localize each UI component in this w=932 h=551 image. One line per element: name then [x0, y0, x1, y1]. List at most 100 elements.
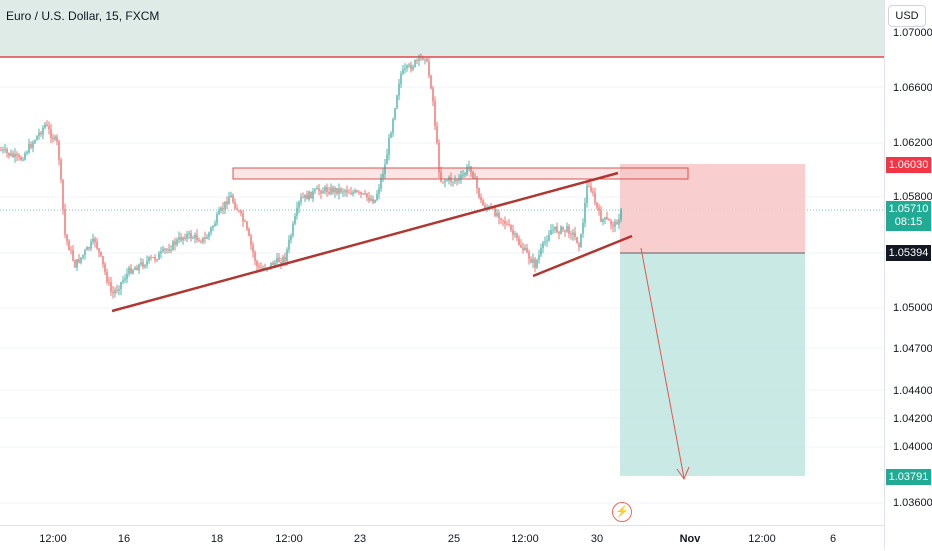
candle-body [464, 173, 466, 175]
candle-body [46, 124, 48, 126]
candle-body [372, 198, 374, 203]
candle-body [400, 73, 402, 84]
candle-body [416, 59, 418, 61]
candle-body [420, 55, 422, 58]
candle-body [576, 236, 578, 244]
candle-body [138, 264, 140, 271]
candle-body [194, 234, 196, 238]
candle-body [74, 260, 76, 268]
candle-body [506, 223, 508, 225]
time-label: 6 [829, 533, 837, 545]
candle-body [564, 230, 566, 232]
candle-body [134, 267, 136, 270]
candle-body [384, 164, 386, 175]
candle-body [234, 202, 236, 209]
candle-body [198, 240, 200, 242]
candle-body [508, 224, 510, 226]
time-label: 12:00 [39, 533, 67, 545]
chart-area[interactable]: Euro / U.S. Dollar, 15, FXCM [0, 0, 884, 525]
candle-body [572, 232, 574, 235]
candle-body [164, 248, 166, 250]
candle-body [204, 237, 206, 239]
ascending-trendline[interactable] [111, 171, 619, 313]
candle-body [556, 226, 558, 233]
time-label: 12:00 [511, 533, 539, 545]
candle-body [326, 187, 328, 193]
candle-body [272, 262, 274, 266]
candle-body [358, 191, 360, 193]
chart-title: Euro / U.S. Dollar, 15, FXCM [6, 9, 160, 23]
time-label: 30 [590, 533, 604, 545]
candle-body [244, 221, 246, 223]
candle-body [550, 230, 552, 235]
candle-body [616, 221, 618, 225]
candle-body [440, 172, 442, 182]
candle-body [114, 290, 116, 294]
candle-body [62, 179, 64, 209]
candle-body [96, 241, 98, 249]
candle-body [174, 241, 176, 245]
candle-body [566, 226, 568, 232]
supply-zone-box[interactable] [232, 167, 689, 180]
price-tick: 1.04000 [893, 441, 932, 453]
candle-body [158, 253, 160, 260]
candle-body [102, 256, 104, 265]
candle-body [132, 269, 134, 274]
candle-body [422, 57, 424, 60]
candle-body [466, 166, 468, 174]
candle-body [538, 255, 540, 261]
stop-price-badge: 1.06030 [886, 157, 931, 173]
candle-body [480, 197, 482, 200]
candle-body [76, 259, 78, 268]
candle-body [84, 250, 86, 255]
candle-body [494, 207, 496, 216]
candle-body [380, 177, 382, 189]
candle-body [554, 226, 556, 230]
candle-body [418, 55, 420, 61]
candle-body [66, 234, 68, 241]
candle-body [360, 192, 362, 195]
candle-body [392, 119, 394, 133]
candle-body [40, 132, 42, 135]
time-axis[interactable]: 12:00 16 18 12:00 23 25 12:00 30 Nov 12:… [0, 525, 884, 551]
candle-body [286, 249, 288, 262]
candle-body [300, 197, 302, 202]
candle-body [610, 220, 612, 225]
chart-canvas[interactable] [0, 0, 884, 525]
candle-body [604, 217, 606, 220]
candle-body [544, 241, 546, 243]
candle-body [8, 152, 10, 156]
candle-body [478, 188, 480, 198]
candle-body [526, 247, 528, 253]
candle-body [560, 226, 562, 234]
candle-body [44, 124, 46, 128]
lower-wedge-trendline[interactable] [532, 234, 633, 278]
candle-body [608, 219, 610, 221]
candle-body [220, 207, 222, 211]
candle-body [208, 232, 210, 238]
price-tick: 1.04400 [893, 385, 932, 397]
currency-button[interactable]: USD [888, 5, 926, 27]
candle-body [274, 262, 276, 266]
candle-body [314, 189, 316, 192]
candle-body [70, 250, 72, 251]
price-axis[interactable]: 1.07000 1.06600 1.06200 1.05800 1.05000 … [884, 0, 932, 550]
lightning-icon[interactable]: ⚡ [612, 502, 632, 522]
candle-body [568, 226, 570, 234]
current-price-value: 1.05710 [888, 203, 929, 215]
candle-body [270, 262, 272, 268]
candle-body [0, 150, 2, 151]
candle-body [12, 153, 14, 157]
time-label: 18 [210, 533, 224, 545]
take-profit-zone[interactable] [620, 253, 805, 476]
candle-body [216, 214, 218, 224]
candle-body [468, 166, 470, 168]
time-label: 23 [353, 533, 367, 545]
candle-body [344, 190, 346, 192]
candle-body [210, 227, 212, 233]
candle-body [362, 193, 364, 195]
candle-body [534, 259, 536, 268]
candle-body [150, 257, 152, 258]
candle-body [524, 247, 526, 251]
candle-body [580, 233, 582, 247]
